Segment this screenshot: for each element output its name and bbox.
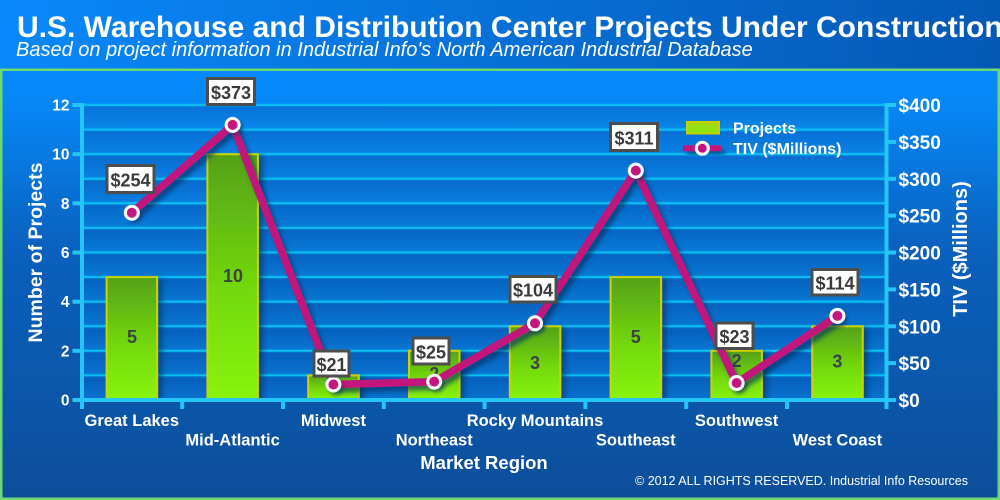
svg-text:4: 4 <box>61 294 70 311</box>
svg-text:Great Lakes: Great Lakes <box>85 412 179 430</box>
svg-text:© 2012 ALL RIGHTS RESERVED. In: © 2012 ALL RIGHTS RESERVED. Industrial I… <box>635 474 968 488</box>
svg-text:$114: $114 <box>815 274 854 294</box>
svg-text:2: 2 <box>732 351 742 371</box>
svg-text:$21: $21 <box>316 355 346 375</box>
svg-text:$300: $300 <box>899 170 941 191</box>
svg-text:$373: $373 <box>211 83 251 103</box>
svg-text:$311: $311 <box>614 128 653 148</box>
svg-text:Southeast: Southeast <box>596 432 676 450</box>
svg-text:8: 8 <box>61 196 70 213</box>
svg-text:3: 3 <box>530 353 540 373</box>
svg-text:TIV ($Millions): TIV ($Millions) <box>950 181 972 317</box>
svg-text:Northeast: Northeast <box>396 432 474 450</box>
svg-text:Midwest: Midwest <box>301 412 367 430</box>
svg-text:Projects: Projects <box>733 120 796 137</box>
svg-text:12: 12 <box>52 98 69 115</box>
svg-text:Rocky Mountains: Rocky Mountains <box>467 412 604 430</box>
svg-text:Southwest: Southwest <box>695 412 779 430</box>
svg-text:6: 6 <box>61 245 70 262</box>
svg-text:$104: $104 <box>513 281 553 301</box>
svg-text:$350: $350 <box>899 133 941 154</box>
svg-text:10: 10 <box>223 266 243 286</box>
svg-text:$25: $25 <box>416 342 446 362</box>
svg-text:TIV ($Millions): TIV ($Millions) <box>733 141 841 158</box>
svg-text:$150: $150 <box>899 281 941 302</box>
svg-text:5: 5 <box>631 327 641 347</box>
svg-text:$254: $254 <box>110 170 150 190</box>
svg-text:2: 2 <box>61 343 70 360</box>
svg-text:5: 5 <box>127 327 137 347</box>
svg-text:Number of Projects: Number of Projects <box>25 162 47 342</box>
svg-text:$200: $200 <box>899 244 941 265</box>
svg-text:$23: $23 <box>719 327 749 347</box>
svg-text:$100: $100 <box>899 317 941 338</box>
svg-text:$50: $50 <box>899 354 931 375</box>
svg-text:$400: $400 <box>899 96 941 117</box>
svg-text:Market Region: Market Region <box>420 452 547 473</box>
svg-text:$0: $0 <box>899 391 920 412</box>
svg-text:0: 0 <box>61 393 70 410</box>
svg-text:West Coast: West Coast <box>793 432 883 450</box>
svg-text:3: 3 <box>832 352 842 372</box>
svg-text:10: 10 <box>52 147 69 164</box>
svg-text:Mid-Atlantic: Mid-Atlantic <box>185 432 279 450</box>
svg-text:$250: $250 <box>899 207 941 228</box>
